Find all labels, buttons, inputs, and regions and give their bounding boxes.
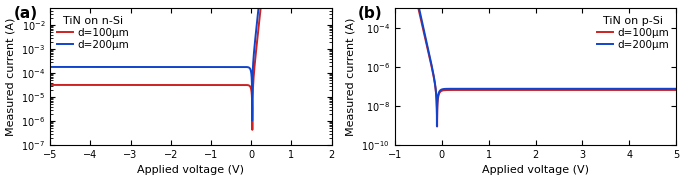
Text: (a): (a) — [14, 6, 38, 21]
d=100μm — [442, 89, 450, 91]
d=100μm — [153, 84, 162, 86]
d=100μm — [498, 89, 506, 91]
d=100μm — [256, 10, 264, 12]
d=200μm — [574, 88, 582, 90]
d=100μm — [433, 125, 441, 128]
d=200μm — [433, 125, 441, 127]
Legend: d=100μm, d=200μm: d=100μm, d=200μm — [595, 14, 671, 52]
d=100μm — [97, 84, 105, 86]
d=200μm — [498, 88, 506, 90]
d=100μm — [46, 84, 54, 86]
Y-axis label: Measured current (A): Measured current (A) — [5, 18, 16, 136]
d=100μm — [601, 89, 609, 91]
Y-axis label: Measured current (A): Measured current (A) — [346, 18, 356, 136]
Text: (b): (b) — [358, 6, 383, 21]
Line: d=200μm: d=200μm — [50, 0, 332, 120]
Line: d=200μm: d=200μm — [395, 0, 676, 126]
d=100μm — [672, 89, 680, 91]
X-axis label: Applied voltage (V): Applied voltage (V) — [482, 165, 589, 175]
d=200μm — [622, 88, 630, 90]
d=200μm — [97, 66, 105, 68]
d=100μm — [560, 89, 568, 91]
d=100μm — [215, 84, 223, 86]
d=100μm — [229, 84, 238, 86]
d=200μm — [442, 88, 450, 90]
Line: d=100μm: d=100μm — [395, 0, 676, 127]
d=100μm — [248, 129, 256, 131]
d=200μm — [248, 119, 256, 121]
d=100μm — [574, 89, 582, 91]
d=200μm — [601, 88, 609, 90]
d=100μm — [622, 89, 630, 91]
d=200μm — [672, 88, 680, 90]
d=200μm — [560, 88, 568, 90]
d=200μm — [46, 66, 54, 68]
d=200μm — [215, 66, 223, 68]
Legend: d=100μm, d=200μm: d=100μm, d=200μm — [55, 14, 131, 52]
Line: d=100μm: d=100μm — [50, 0, 332, 130]
X-axis label: Applied voltage (V): Applied voltage (V) — [138, 165, 245, 175]
d=200μm — [229, 66, 238, 68]
d=200μm — [153, 66, 162, 68]
